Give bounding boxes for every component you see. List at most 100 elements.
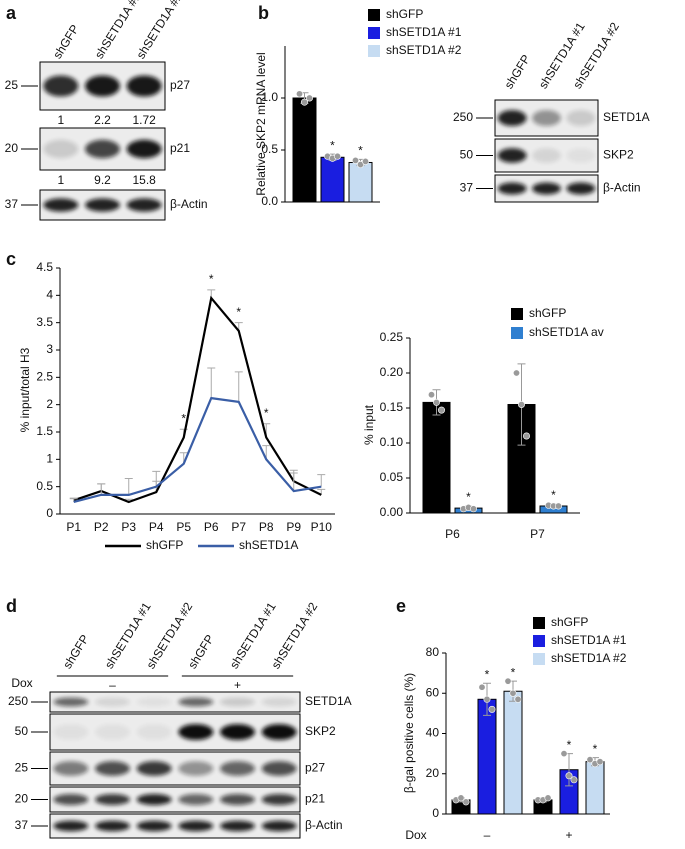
legend-swatch: [511, 327, 523, 339]
y-tick-label: 80: [426, 645, 440, 659]
blot-band: [85, 139, 120, 159]
blot-band: [136, 724, 172, 740]
data-point: [596, 758, 604, 766]
error-bar: [124, 477, 133, 495]
x-tick-label: P3: [121, 520, 136, 534]
y-tick-label: 0.20: [380, 365, 404, 379]
line-series: [73, 396, 322, 504]
lane-label: shGFP: [60, 632, 92, 671]
lane-label: shSETD1A #2: [134, 0, 186, 61]
y-tick-label: 1.5: [36, 424, 53, 438]
blot-band: [85, 198, 120, 212]
data-point: [427, 391, 435, 399]
size-marker: 50: [15, 724, 29, 738]
legend-label: shSETD1A #2: [386, 43, 462, 57]
y-tick-label: 1.0: [261, 90, 278, 104]
bar: [292, 97, 317, 203]
x-tick-label: P2: [94, 520, 109, 534]
blot-band: [178, 724, 214, 740]
data-point: [469, 505, 477, 513]
blot-band: [566, 182, 596, 195]
blot-band: [261, 724, 297, 740]
data-point: [504, 677, 512, 685]
x-tick-label: P1: [66, 520, 81, 534]
x-tick-label: P6: [204, 520, 219, 534]
blot-band: [261, 761, 297, 776]
panel-letter: d: [6, 596, 17, 616]
error-bar: [207, 367, 216, 399]
y-axis-label: Relative SKP2 mRNA level: [254, 52, 268, 195]
legend-swatch: [533, 617, 545, 629]
protein-label: p27: [170, 78, 190, 92]
blot-panel: [49, 751, 301, 786]
size-marker: 20: [15, 792, 29, 806]
protein-label: p27: [305, 761, 325, 775]
significance-mark: *: [551, 488, 556, 502]
quantification: 1.72: [132, 113, 156, 127]
blot-band: [497, 110, 527, 126]
data-point: [544, 794, 552, 802]
data-point: [514, 695, 522, 703]
blot-band: [532, 182, 561, 195]
significance-mark: *: [358, 144, 363, 158]
size-marker: 25: [5, 78, 19, 92]
error-bar: [234, 371, 243, 402]
legend-label: shSETD1A: [239, 538, 298, 552]
protein-label: β-Actin: [305, 818, 343, 832]
lane-label: shGFP: [50, 22, 82, 61]
protein-label: SKP2: [305, 724, 336, 738]
y-tick-label: 0.25: [380, 330, 404, 344]
bar: [503, 690, 523, 815]
blot-band: [53, 724, 89, 740]
blot-band: [261, 697, 297, 707]
x-axis-label: Dox: [405, 828, 426, 842]
y-tick-label: 3: [46, 342, 53, 356]
y-tick-label: 1: [46, 452, 53, 466]
blot-band: [136, 697, 172, 707]
line-series: [73, 295, 322, 504]
x-tick-label: P6: [445, 527, 460, 541]
data-point: [462, 798, 470, 806]
y-tick-label: 0.0: [261, 194, 278, 208]
y-tick-label: 4: [46, 288, 53, 302]
legend-swatch: [368, 45, 380, 57]
blot-band: [497, 148, 527, 163]
legend-label: shGFP: [551, 615, 588, 629]
size-marker: 250: [453, 110, 473, 124]
x-tick-label: P4: [149, 520, 164, 534]
size-marker: 37: [5, 197, 19, 211]
panel-letter: e: [396, 596, 406, 616]
treatment-label: Dox: [11, 676, 32, 690]
size-marker: 37: [15, 818, 29, 832]
blot-band: [136, 761, 172, 776]
blot-band: [178, 820, 214, 832]
significance-mark: *: [567, 738, 572, 752]
data-point: [437, 406, 445, 414]
blot-panel: [49, 691, 301, 713]
y-tick-label: 0: [432, 806, 439, 820]
blot-band: [53, 794, 89, 805]
blot-band: [95, 724, 130, 740]
legend-swatch: [368, 27, 380, 39]
bar: [507, 404, 536, 514]
legend-label: shSETD1A #1: [551, 633, 627, 647]
blot-panel: [49, 813, 301, 839]
bar: [585, 761, 605, 815]
y-tick-label: 2: [46, 397, 53, 411]
blot-band: [220, 697, 255, 707]
blot-band: [95, 794, 130, 805]
y-tick-label: 0.5: [36, 479, 53, 493]
data-point: [432, 398, 440, 406]
significance-mark: *: [264, 406, 269, 420]
data-point: [570, 776, 578, 784]
blot-band: [126, 75, 162, 97]
data-point: [483, 695, 491, 703]
y-tick-label: 60: [426, 685, 440, 699]
blot-band: [220, 820, 255, 832]
y-tick-label: 0: [46, 506, 53, 520]
error-bar: [289, 469, 298, 492]
legend-label: shSETD1A #2: [551, 651, 627, 665]
blot-band: [220, 724, 255, 740]
y-tick-label: 0.00: [380, 505, 404, 519]
blot-band: [43, 198, 79, 212]
